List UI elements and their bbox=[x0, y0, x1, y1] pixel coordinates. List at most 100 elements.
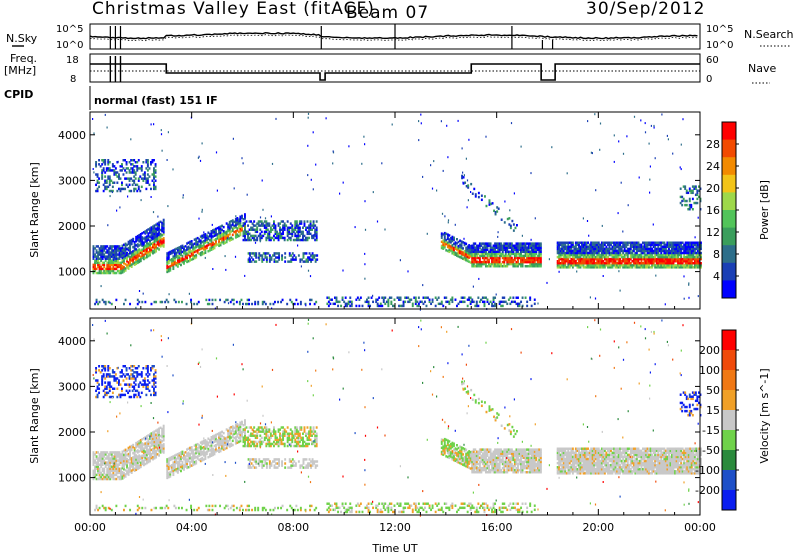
velocity-cell bbox=[149, 447, 151, 451]
velocity-cell bbox=[236, 439, 239, 442]
power-cell bbox=[204, 241, 207, 244]
power-cell bbox=[639, 245, 641, 249]
velocity-cell bbox=[116, 451, 119, 454]
power-cell bbox=[212, 229, 214, 232]
velocity-cell bbox=[155, 450, 158, 453]
power-cell bbox=[594, 249, 597, 253]
velocity-cell bbox=[94, 473, 97, 477]
power-cell bbox=[475, 256, 478, 260]
power-cell bbox=[167, 300, 170, 304]
power-cell bbox=[186, 256, 189, 260]
power-cell bbox=[305, 238, 307, 242]
power-cell bbox=[677, 241, 680, 244]
power-cell bbox=[449, 298, 452, 301]
power-cell bbox=[111, 185, 114, 189]
power-cell bbox=[132, 260, 135, 263]
power-cell bbox=[152, 233, 154, 237]
velocity-cell bbox=[121, 456, 124, 460]
power-cell bbox=[451, 300, 454, 304]
power-cell bbox=[107, 175, 110, 178]
power-cell bbox=[190, 298, 193, 302]
velocity-cell bbox=[172, 457, 175, 460]
power-cell bbox=[218, 240, 221, 243]
power-noise-cell bbox=[444, 215, 446, 218]
velocity-cell bbox=[94, 461, 97, 464]
power-cell bbox=[446, 237, 449, 240]
velocity-cell bbox=[244, 436, 246, 440]
power-cell bbox=[283, 226, 286, 229]
velocity-cell bbox=[172, 463, 175, 466]
velocity-cell bbox=[141, 438, 144, 441]
velocity-cell bbox=[142, 447, 145, 450]
power-cell bbox=[224, 235, 227, 238]
power-noise-cell bbox=[654, 157, 656, 160]
power-cell bbox=[186, 258, 189, 262]
power-cell bbox=[680, 255, 683, 259]
power-cell bbox=[622, 266, 625, 269]
power-cell bbox=[613, 262, 616, 265]
velocity-cell bbox=[239, 437, 242, 441]
velocity-cell bbox=[175, 453, 178, 457]
velocity-cell bbox=[132, 456, 135, 459]
power-cell bbox=[674, 247, 677, 251]
power-cell bbox=[130, 259, 133, 262]
power-cell bbox=[127, 240, 130, 244]
power-cell bbox=[677, 264, 680, 267]
power-cell bbox=[594, 243, 597, 247]
power-cell bbox=[346, 302, 349, 306]
power-cell bbox=[481, 296, 484, 299]
power-cell bbox=[190, 242, 193, 245]
power-cell bbox=[390, 300, 393, 304]
velocity-cell bbox=[251, 428, 254, 431]
velocity-cell bbox=[247, 438, 250, 442]
power-cell bbox=[266, 232, 269, 236]
velocity-cell bbox=[193, 454, 196, 458]
power-cell bbox=[443, 242, 446, 245]
power-cell bbox=[231, 223, 234, 226]
power-cell bbox=[193, 246, 196, 250]
power-cell bbox=[466, 298, 469, 301]
power-cell bbox=[175, 247, 178, 251]
power-cell bbox=[265, 220, 268, 223]
velocity-cell bbox=[222, 431, 225, 435]
power-cell bbox=[211, 302, 214, 306]
velocity-cell bbox=[172, 473, 175, 477]
power-noise-cell bbox=[364, 228, 367, 231]
power-cell bbox=[475, 248, 478, 252]
power-cell bbox=[645, 253, 648, 257]
power-cell bbox=[690, 266, 693, 269]
velocity-cell bbox=[136, 457, 139, 460]
power-cell bbox=[228, 227, 231, 230]
power-cell bbox=[666, 241, 669, 244]
power-cell bbox=[216, 237, 219, 240]
power-cell bbox=[465, 259, 468, 262]
power-cell bbox=[123, 247, 125, 251]
power-cell bbox=[196, 245, 199, 248]
velocity-cell bbox=[150, 456, 153, 460]
velocity-cell bbox=[109, 471, 112, 475]
power-cell bbox=[121, 269, 124, 272]
power-cell bbox=[698, 249, 701, 253]
power-cell bbox=[675, 255, 678, 259]
power-cell bbox=[484, 195, 486, 198]
power-cell bbox=[228, 231, 231, 234]
velocity-cell bbox=[167, 471, 170, 475]
power-cell bbox=[513, 246, 516, 249]
velocity-cell bbox=[254, 444, 257, 448]
power-cell bbox=[154, 185, 157, 189]
power-cell bbox=[477, 195, 480, 199]
velocity-cell bbox=[253, 430, 256, 433]
power-cell bbox=[225, 230, 228, 234]
power-cell bbox=[649, 255, 652, 259]
velocity-cell bbox=[101, 469, 104, 473]
velocity-cell bbox=[222, 440, 225, 443]
velocity-cell bbox=[215, 448, 217, 451]
power-cell bbox=[234, 217, 237, 221]
power-cell bbox=[655, 251, 658, 255]
power-cell bbox=[637, 255, 640, 259]
velocity-cell bbox=[106, 455, 109, 458]
power-cell bbox=[488, 199, 491, 202]
power-cell bbox=[228, 224, 231, 228]
power-cell bbox=[151, 161, 154, 164]
